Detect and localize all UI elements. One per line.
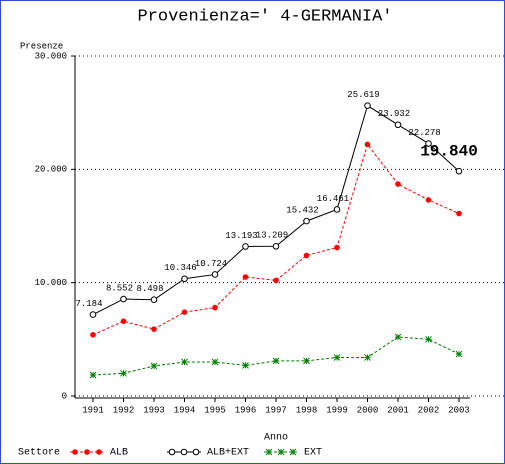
x-tick-label: 2000: [357, 405, 379, 415]
point: [180, 448, 188, 456]
point: [120, 318, 127, 325]
point: [455, 350, 463, 358]
point: [303, 217, 310, 225]
legend-label: EXT: [304, 448, 322, 459]
data-label: 15.432: [286, 205, 318, 215]
point: [333, 206, 341, 213]
point: [72, 449, 78, 455]
data-label: 13.209: [256, 231, 288, 241]
data-label: 8.498: [136, 284, 163, 294]
legend-title: Settore: [18, 448, 60, 459]
x-tick-label: 1995: [204, 405, 226, 415]
point: [289, 448, 297, 456]
y-tick-label: 10.000: [35, 278, 67, 288]
point: [90, 332, 96, 338]
point: [168, 448, 176, 456]
x-tick-label: 1998: [296, 405, 318, 415]
point: [211, 358, 219, 366]
x-axis-label: Anno: [264, 433, 288, 444]
data-label: 16.461: [317, 194, 349, 204]
x-tick-label: 1997: [265, 405, 287, 415]
x-tick-label: 2002: [418, 405, 440, 415]
point: [96, 449, 102, 455]
point: [150, 296, 158, 303]
point: [364, 354, 371, 361]
data-label: 10.346: [164, 263, 196, 273]
point: [272, 242, 280, 250]
legend-label: ALB: [110, 448, 128, 459]
y-tick-label: 20.000: [35, 165, 67, 175]
point: [151, 326, 157, 332]
point: [242, 274, 249, 280]
x-tick-label: 2003: [448, 405, 470, 415]
point: [120, 295, 127, 303]
y-tick-label: 0: [62, 391, 67, 401]
y-tick-label: 30.000: [35, 51, 67, 61]
data-label: 23.932: [378, 109, 410, 119]
point: [394, 333, 402, 341]
point: [334, 244, 340, 251]
point: [277, 448, 285, 456]
data-label: 25.619: [347, 90, 379, 100]
point: [425, 335, 432, 343]
point: [150, 362, 158, 370]
data-label: 10.724: [195, 259, 227, 269]
point: [84, 449, 90, 455]
point: [212, 304, 218, 311]
point: [364, 141, 371, 148]
data-label: 13.193: [225, 231, 257, 241]
point: [456, 210, 462, 217]
point: [272, 357, 280, 365]
x-tick-label: 1991: [82, 405, 104, 415]
point: [425, 197, 432, 203]
point: [273, 277, 279, 284]
point: [394, 121, 402, 129]
x-tick-label: 1993: [143, 405, 165, 415]
point: [120, 369, 127, 377]
point: [455, 167, 463, 175]
point: [265, 448, 273, 456]
x-tick-label: 1992: [113, 405, 135, 415]
point: [211, 271, 219, 278]
data-label: 8.552: [106, 283, 133, 293]
point: [192, 448, 200, 456]
point: [181, 309, 188, 315]
point: [333, 354, 341, 361]
legend-label: ALB+EXT: [207, 448, 249, 459]
x-tick-label: 1999: [326, 405, 348, 415]
point: [242, 243, 249, 250]
point: [303, 357, 310, 365]
data-label: 22.278: [408, 128, 440, 138]
point: [364, 102, 371, 109]
point: [395, 181, 401, 187]
point: [181, 358, 188, 366]
chart-title: Provenienza=' 4-GERMANIA': [137, 7, 392, 26]
x-tick-label: 2001: [387, 405, 409, 415]
data-label: 19.840: [420, 142, 478, 160]
point: [303, 252, 310, 259]
x-tick-label: 1994: [174, 405, 196, 415]
point: [89, 371, 97, 379]
point: [181, 275, 188, 283]
x-tick-label: 1996: [235, 405, 257, 415]
point: [89, 311, 97, 318]
point: [425, 140, 432, 147]
point: [242, 362, 249, 369]
data-label: 7.184: [75, 299, 102, 309]
y-axis-label: Presenze: [20, 41, 63, 51]
